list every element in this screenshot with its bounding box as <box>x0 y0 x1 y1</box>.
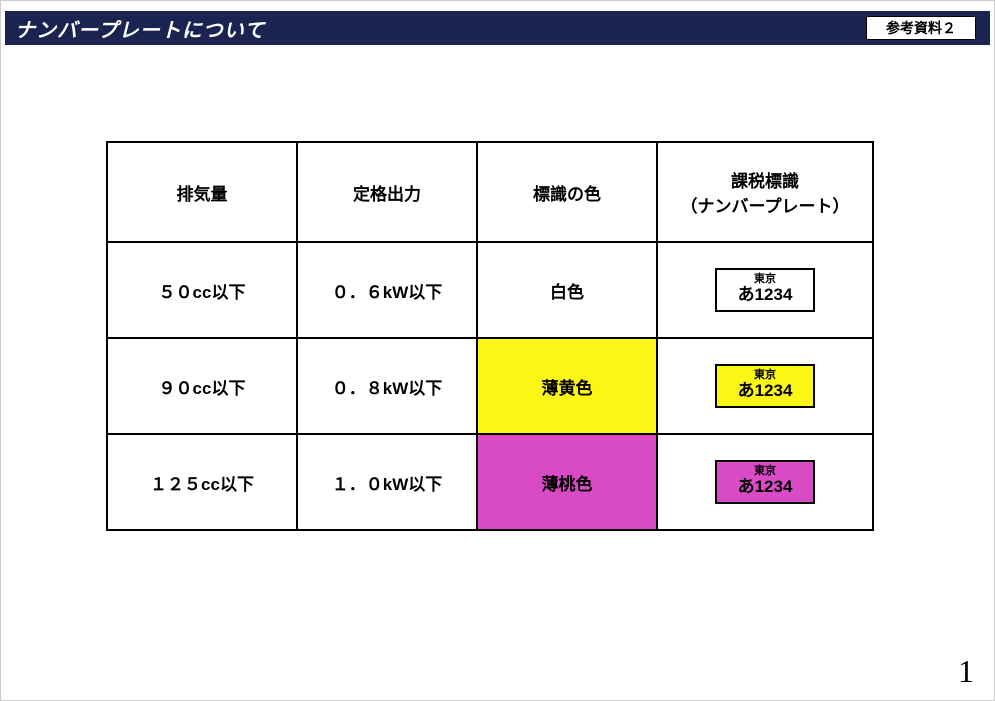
plate-sample: 東京 あ1234 <box>715 460 815 504</box>
header-displacement: 排気量 <box>107 142 297 242</box>
plate-number: あ1234 <box>717 286 813 304</box>
cell-power: ０．６kW以下 <box>297 242 477 338</box>
plate-sample: 東京 あ1234 <box>715 268 815 312</box>
cell-plate: 東京 あ1234 <box>657 434 873 530</box>
header-color: 標識の色 <box>477 142 657 242</box>
plate-number: あ1234 <box>717 382 813 400</box>
plate-number: あ1234 <box>717 478 813 496</box>
cell-plate: 東京 あ1234 <box>657 242 873 338</box>
cell-color: 薄桃色 <box>477 434 657 530</box>
title-bar: ナンバープレートについて 参考資料２ <box>5 11 990 45</box>
reference-badge: 参考資料２ <box>866 16 976 40</box>
header-plate-line1: 課税標識 <box>731 172 799 191</box>
plate-table-container: 排気量 定格出力 標識の色 課税標識 （ナンバープレート） ５０cc以下 ０．６… <box>106 141 874 531</box>
cell-displacement: ５０cc以下 <box>107 242 297 338</box>
cell-plate: 東京 あ1234 <box>657 338 873 434</box>
plate-table: 排気量 定格出力 標識の色 課税標識 （ナンバープレート） ５０cc以下 ０．６… <box>106 141 874 531</box>
table-header-row: 排気量 定格出力 標識の色 課税標識 （ナンバープレート） <box>107 142 873 242</box>
page-title: ナンバープレートについて <box>15 14 265 43</box>
cell-power: ０．８kW以下 <box>297 338 477 434</box>
table-row: ５０cc以下 ０．６kW以下 白色 東京 あ1234 <box>107 242 873 338</box>
plate-region: 東京 <box>717 370 813 382</box>
table-row: ９０cc以下 ０．８kW以下 薄黄色 東京 あ1234 <box>107 338 873 434</box>
plate-sample: 東京 あ1234 <box>715 364 815 408</box>
plate-region: 東京 <box>717 466 813 478</box>
cell-displacement: ９０cc以下 <box>107 338 297 434</box>
cell-power: １．０kW以下 <box>297 434 477 530</box>
header-power: 定格出力 <box>297 142 477 242</box>
cell-color: 薄黄色 <box>477 338 657 434</box>
plate-region: 東京 <box>717 274 813 286</box>
header-plate-line2: （ナンバープレート） <box>681 197 850 216</box>
table-row: １２５cc以下 １．０kW以下 薄桃色 東京 あ1234 <box>107 434 873 530</box>
header-plate: 課税標識 （ナンバープレート） <box>657 142 873 242</box>
cell-displacement: １２５cc以下 <box>107 434 297 530</box>
cell-color: 白色 <box>477 242 657 338</box>
page-number: 1 <box>958 653 974 690</box>
